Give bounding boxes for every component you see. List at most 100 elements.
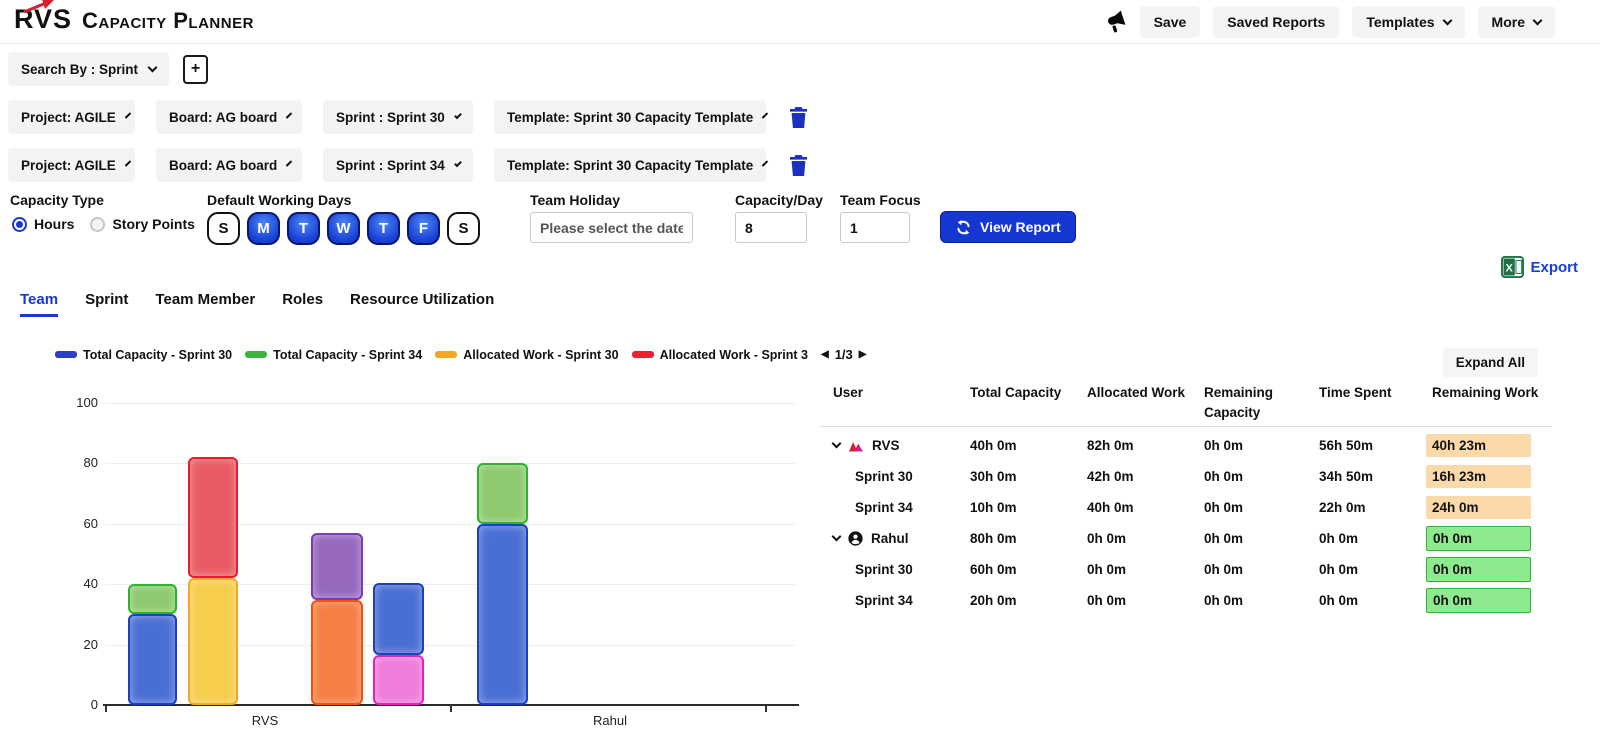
report-tabs: Team Sprint Team Member Roles Resource U… bbox=[20, 291, 494, 317]
radio-story-points-label: Story Points bbox=[112, 216, 195, 232]
chevron-down-icon bbox=[286, 111, 293, 119]
team-focus-label: Team Focus bbox=[840, 192, 921, 208]
capacity-table: Expand All User Total Capacity Allocated… bbox=[820, 345, 1568, 739]
remaining-capacity-value: 0h 0m bbox=[1204, 438, 1244, 453]
allocated-work-value: 0h 0m bbox=[1087, 531, 1127, 546]
project-dropdown[interactable]: Project: AGILE bbox=[8, 148, 135, 182]
table-row[interactable]: Rahul 80h 0m 0h 0m 0h 0m 0h 0m 0h 0m bbox=[820, 523, 1560, 554]
table-row[interactable]: RVS 40h 0m 82h 0m 0h 0m 56h 50m 40h 23m bbox=[820, 430, 1560, 461]
time-spent-value: 22h 0m bbox=[1319, 500, 1366, 515]
delete-filter-row-trash-icon[interactable] bbox=[790, 154, 807, 176]
user-name: Sprint 34 bbox=[855, 500, 913, 515]
export-label: Export bbox=[1530, 258, 1578, 276]
x-axis-category-label: Rahul bbox=[593, 713, 627, 728]
radio-story-points[interactable]: Story Points bbox=[90, 216, 195, 232]
time-spent-value: 56h 50m bbox=[1319, 438, 1374, 453]
tab-resource-utilization[interactable]: Resource Utilization bbox=[350, 291, 495, 308]
y-axis-tick-label: 60 bbox=[83, 515, 98, 531]
team-holiday-label: Team Holiday bbox=[530, 192, 620, 208]
announcement-megaphone-icon[interactable] bbox=[1103, 9, 1127, 35]
search-by-dropdown[interactable]: Search By : Sprint bbox=[8, 52, 170, 86]
bar-segment-rvs-allocated-work-sprint-30[interactable] bbox=[188, 578, 238, 705]
allocated-work-value: 0h 0m bbox=[1087, 593, 1127, 608]
chevron-down-icon bbox=[1442, 15, 1452, 25]
bar-segment-rvs-remaining-work-sprint-34[interactable] bbox=[373, 582, 424, 656]
day-button-sun[interactable]: S bbox=[207, 212, 240, 245]
excel-icon: X bbox=[1501, 256, 1525, 278]
total-capacity-value: 30h 0m bbox=[970, 469, 1017, 484]
row-collapse-chevron-icon[interactable] bbox=[831, 531, 842, 542]
bar-segment-rahul-total-capacity-sprint-34[interactable] bbox=[477, 463, 528, 524]
y-axis-tick-label: 80 bbox=[83, 455, 98, 471]
team-focus-input[interactable] bbox=[840, 212, 910, 243]
bar-segment-rvs-total-capacity-sprint-34[interactable] bbox=[128, 584, 177, 615]
bar-segment-rvs-time-spent-sprint-34[interactable] bbox=[311, 533, 363, 600]
day-button-mon[interactable]: M bbox=[247, 212, 280, 245]
legend-item[interactable]: Allocated Work - Sprint 30 bbox=[435, 348, 619, 362]
table-row[interactable]: Sprint 34 10h 0m 40h 0m 0h 0m 22h 0m 24h… bbox=[820, 492, 1560, 523]
chart-legend: Total Capacity - Sprint 30 Total Capacit… bbox=[55, 347, 866, 362]
legend-prev-icon[interactable]: ◀ bbox=[820, 349, 829, 360]
chevron-down-icon bbox=[453, 159, 462, 167]
allocated-work-value: 0h 0m bbox=[1087, 562, 1127, 577]
y-axis-tick-label: 20 bbox=[83, 636, 98, 652]
tab-team[interactable]: Team bbox=[20, 291, 59, 317]
user-name: Sprint 30 bbox=[855, 469, 913, 484]
legend-swatch bbox=[245, 351, 268, 358]
bar-segment-rvs-time-spent-sprint-30[interactable] bbox=[311, 599, 363, 705]
user-name: Rahul bbox=[871, 531, 909, 546]
day-button-sat[interactable]: S bbox=[447, 212, 480, 245]
table-row[interactable]: Sprint 34 20h 0m 0h 0m 0h 0m 0h 0m 0h 0m bbox=[820, 585, 1560, 616]
board-dropdown[interactable]: Board: AG board bbox=[156, 100, 302, 134]
svg-text:X: X bbox=[1506, 262, 1514, 274]
sprint-dropdown[interactable]: Sprint : Sprint 30 bbox=[323, 100, 473, 134]
day-button-wed[interactable]: W bbox=[327, 212, 360, 245]
legend-page-indicator: 1/3 bbox=[834, 347, 853, 362]
project-dropdown[interactable]: Project: AGILE bbox=[8, 100, 135, 134]
export-button[interactable]: X Export bbox=[1501, 256, 1578, 278]
working-days-group: S M T W T F S bbox=[207, 212, 487, 245]
legend-item[interactable]: Total Capacity - Sprint 30 bbox=[55, 348, 232, 362]
board-dropdown[interactable]: Board: AG board bbox=[156, 148, 302, 182]
filter-row: Project: AGILE Board: AG board Sprint : … bbox=[8, 100, 807, 134]
table-divider bbox=[820, 426, 1552, 427]
template-dropdown[interactable]: Template: Sprint 30 Capacity Template bbox=[494, 148, 769, 182]
sprint-dropdown[interactable]: Sprint : Sprint 34 bbox=[323, 148, 473, 182]
legend-swatch bbox=[435, 351, 458, 358]
day-button-thu[interactable]: T bbox=[367, 212, 400, 245]
radio-hours[interactable]: Hours bbox=[12, 216, 74, 232]
tab-team-member[interactable]: Team Member bbox=[155, 291, 256, 308]
tab-roles[interactable]: Roles bbox=[282, 291, 324, 308]
template-dropdown[interactable]: Template: Sprint 30 Capacity Template bbox=[494, 100, 769, 134]
more-dropdown[interactable]: More bbox=[1477, 6, 1555, 38]
view-report-button[interactable]: View Report bbox=[940, 211, 1076, 243]
tab-sprint[interactable]: Sprint bbox=[85, 291, 129, 308]
bar-segment-rvs-allocated-work-sprint-34[interactable] bbox=[188, 457, 238, 579]
legend-item[interactable]: Allocated Work - Sprint 3 bbox=[631, 348, 808, 362]
bar-segment-rvs-remaining-work-sprint-30[interactable] bbox=[373, 655, 424, 705]
table-row[interactable]: Sprint 30 60h 0m 0h 0m 0h 0m 0h 0m 0h 0m bbox=[820, 554, 1560, 585]
team-holiday-input[interactable] bbox=[530, 212, 693, 243]
remaining-work-value: 16h 23m bbox=[1426, 465, 1531, 488]
templates-dropdown[interactable]: Templates bbox=[1352, 6, 1465, 38]
total-capacity-value: 60h 0m bbox=[970, 562, 1017, 577]
bar-segment-rvs-total-capacity-sprint-30[interactable] bbox=[128, 614, 177, 705]
legend-next-icon[interactable]: ▶ bbox=[858, 349, 867, 360]
day-button-tue[interactable]: T bbox=[287, 212, 320, 245]
table-row[interactable]: Sprint 30 30h 0m 42h 0m 0h 0m 34h 50m 16… bbox=[820, 461, 1560, 492]
save-button[interactable]: Save bbox=[1139, 6, 1201, 38]
saved-reports-button[interactable]: Saved Reports bbox=[1213, 6, 1340, 38]
filter-row: Project: AGILE Board: AG board Sprint : … bbox=[8, 148, 807, 182]
chevron-down-icon bbox=[124, 159, 131, 167]
day-button-fri[interactable]: F bbox=[407, 212, 440, 245]
time-spent-value: 34h 50m bbox=[1319, 469, 1374, 484]
expand-all-button[interactable]: Expand All bbox=[1442, 348, 1538, 377]
rahul-avatar-icon bbox=[848, 531, 863, 546]
capacity-per-day-input[interactable] bbox=[735, 212, 807, 243]
delete-filter-row-trash-icon[interactable] bbox=[790, 106, 807, 128]
legend-item[interactable]: Total Capacity - Sprint 34 bbox=[245, 348, 422, 362]
user-name: Sprint 34 bbox=[855, 593, 913, 608]
bar-segment-rahul-total-capacity-sprint-30[interactable] bbox=[477, 523, 528, 705]
row-collapse-chevron-icon[interactable] bbox=[831, 438, 842, 449]
add-filter-row-button[interactable]: + bbox=[183, 54, 209, 84]
